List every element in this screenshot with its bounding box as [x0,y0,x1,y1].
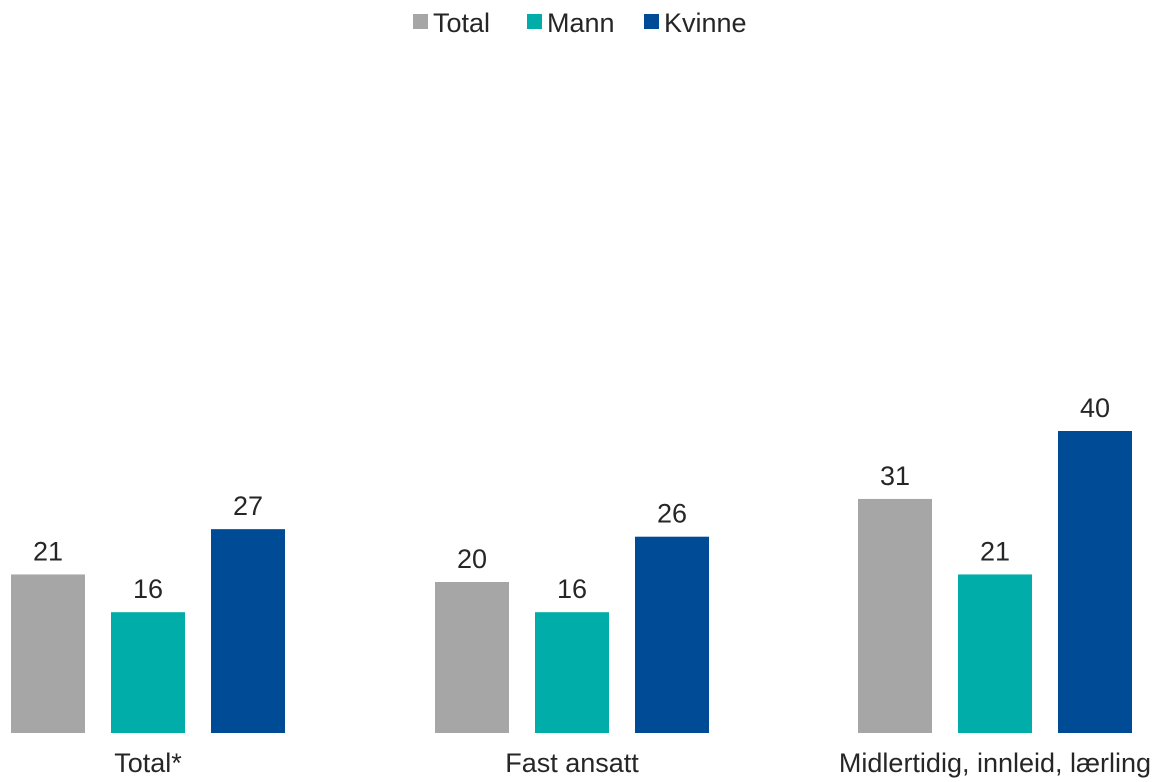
value-label-kvinne-total: 27 [233,491,263,521]
value-label-mann-total: 16 [133,574,163,604]
value-labels: 21 16 27 20 16 26 31 21 40 [33,393,1110,604]
chart-legend: Total Mann Kvinne [413,8,747,38]
bar-area [11,431,1132,733]
bar-kvinne-midlertidig-innleid-lærling [1058,431,1132,733]
category-axis: Total* Fast ansatt Midlertidig, innleid, l… [114,748,1151,778]
legend-label-mann: Mann [547,8,615,38]
category-label-fast-ansatt: Fast ansatt [505,748,639,778]
legend-swatch-total [413,14,428,29]
value-label-kvinne-fast-ansatt: 26 [657,499,687,529]
bar-total-fast-ansatt [435,582,509,733]
value-label-kvinne-midlertidig-innleid-lærling: 40 [1080,393,1110,423]
value-label-total-total: 21 [33,536,63,566]
category-label-midlertidig-innleid-lærling: Midlertidig, innleid, lærling [839,748,1151,778]
legend-swatch-kvinne [644,14,659,29]
bar-mann-total [111,612,185,733]
legend-label-total: Total [433,8,490,38]
bar-total-total [11,574,85,733]
bar-mann-midlertidig-innleid-lærling [958,574,1032,733]
legend-swatch-mann [527,14,542,29]
value-label-total-fast-ansatt: 20 [457,544,487,574]
bar-kvinne-total [211,529,285,733]
value-label-mann-fast-ansatt: 16 [557,574,587,604]
bar-kvinne-fast-ansatt [635,536,709,733]
legend-label-kvinne: Kvinne [664,8,747,38]
value-label-mann-midlertidig-innleid-lærling: 21 [980,536,1010,566]
value-label-total-midlertidig-innleid-lærling: 31 [880,461,910,491]
bar-total-midlertidig-innleid-lærling [858,498,932,733]
category-label-total: Total* [114,748,182,778]
bar-mann-fast-ansatt [535,612,609,733]
